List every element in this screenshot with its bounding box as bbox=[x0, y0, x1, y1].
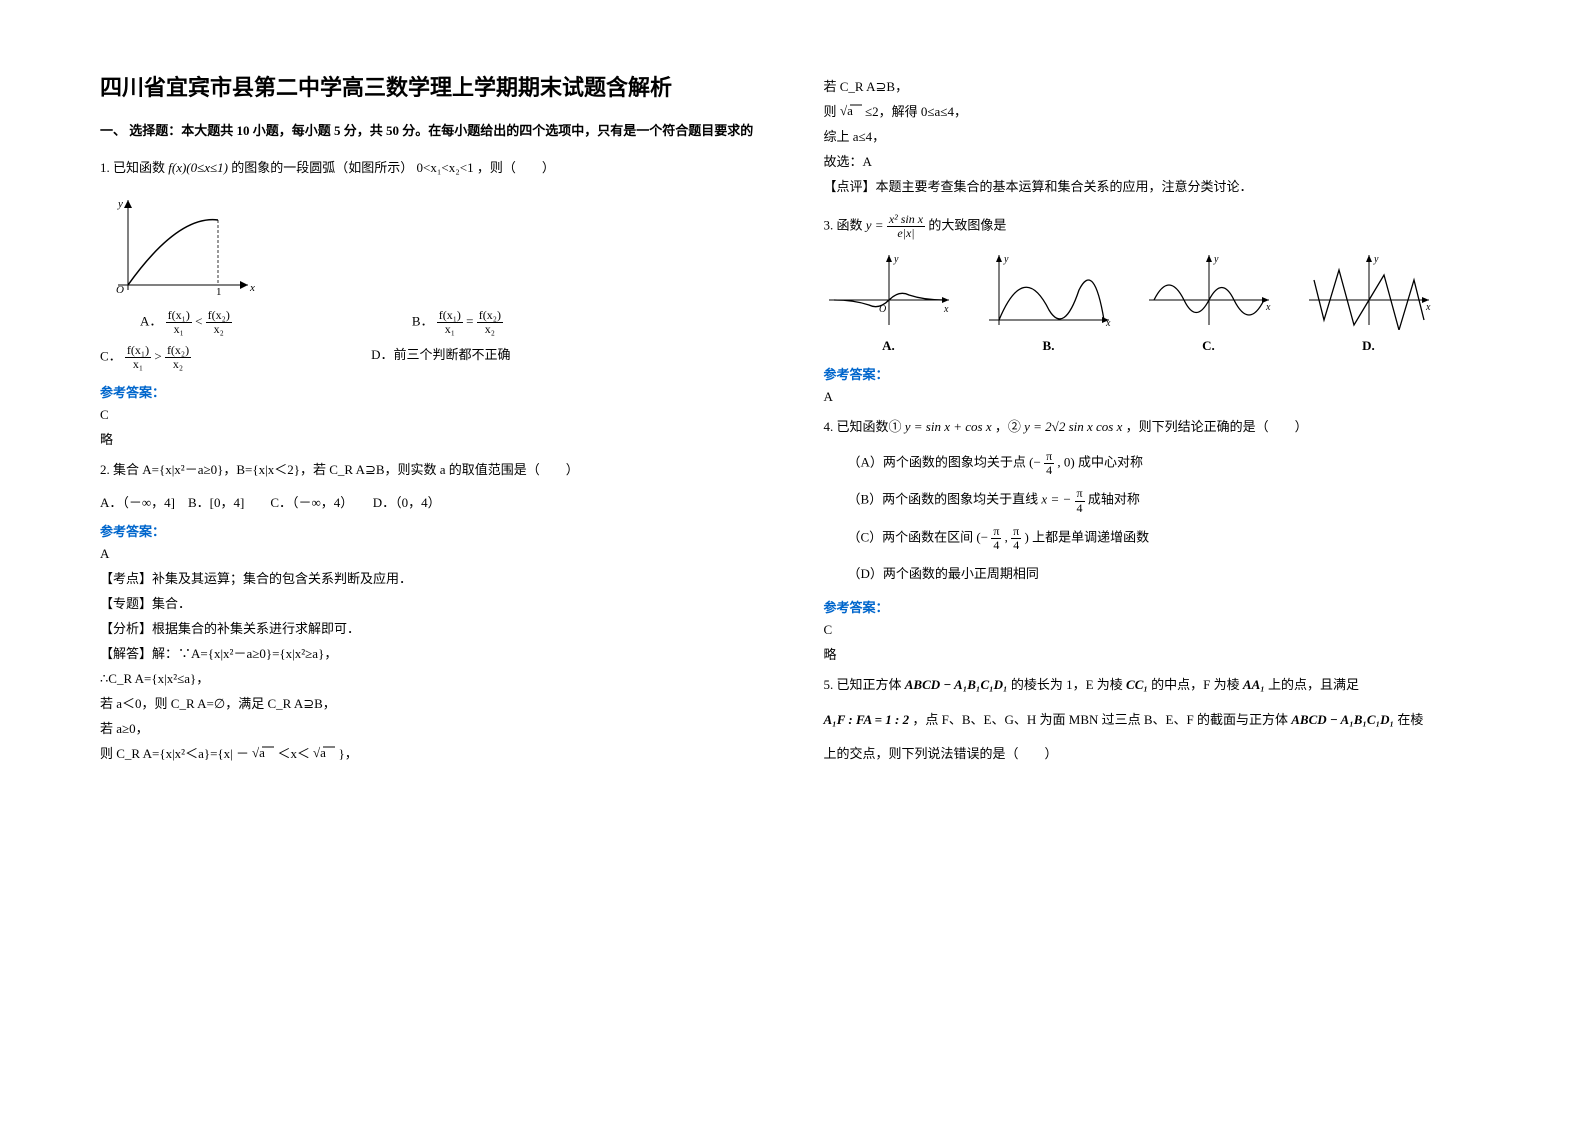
q1-graph: O 1 x y bbox=[108, 195, 764, 295]
q1-optC-label: C． bbox=[100, 349, 122, 364]
q2-l7: 若 a≥0， bbox=[100, 718, 764, 737]
q2-answer: A bbox=[100, 546, 764, 562]
q4-note: 略 bbox=[824, 644, 1488, 663]
svg-text:x: x bbox=[1425, 302, 1431, 313]
q1-optB-label: B． bbox=[412, 313, 434, 328]
svg-text:x: x bbox=[943, 304, 949, 315]
q3-label-d: D. bbox=[1304, 338, 1434, 354]
q1-relB: = bbox=[466, 313, 477, 328]
q1-fracC2: f(x₂) x₂ bbox=[165, 344, 191, 371]
q2-options: A．（－∞，4] B．[0，4] C．（－∞，4） D．（0，4） bbox=[100, 492, 764, 511]
q3-label-a: A. bbox=[824, 338, 954, 354]
q3-frac: x² sin x e|x| bbox=[887, 213, 925, 240]
q1-note: 略 bbox=[100, 429, 764, 448]
svg-text:√a: √a bbox=[313, 746, 326, 760]
q1-stem-prefix: 1. 已知函数 bbox=[100, 160, 165, 175]
answer-label: 参考答案： bbox=[824, 364, 1488, 383]
q1-fracA1: f(x₁) x₁ bbox=[166, 309, 192, 336]
q2-l6: 若 a＜0，则 C_R A=∅，满足 C_R A⊇B， bbox=[100, 693, 764, 712]
q3-prefix: 3. 函数 bbox=[824, 218, 863, 233]
svg-text:x: x bbox=[249, 282, 255, 294]
svg-text:y: y bbox=[1003, 254, 1009, 265]
q2-r5: 【点评】本题主要考查集合的基本运算和集合关系的应用，注意分类讨论． bbox=[824, 176, 1488, 195]
svg-text:O: O bbox=[116, 284, 124, 295]
q1-relC: > bbox=[154, 349, 165, 364]
question-5c: 上的交点，则下列说法错误的是（ ） bbox=[824, 742, 1488, 767]
answer-label: 参考答案： bbox=[100, 521, 764, 540]
q1-relA: < bbox=[195, 313, 206, 328]
q1-fracB2: f(x₂) x₂ bbox=[477, 309, 503, 336]
q3-label-c: C. bbox=[1144, 338, 1274, 354]
q1-fracC1: f(x₁) x₁ bbox=[125, 344, 151, 371]
q4-optB: （B）两个函数的图象均关于直线 x = − π4 成轴对称 bbox=[848, 487, 1488, 514]
q1-stem-mid: 的图象的一段圆弧（如图所示） bbox=[231, 160, 413, 175]
page-title: 四川省宜宾市县第二中学高三数学理上学期期末试题含解析 bbox=[100, 70, 764, 102]
q3-chart-d: x y D. bbox=[1304, 250, 1434, 354]
q2-l4: 【解答】解：∵A={x|x²－a≥0}={x|x²≥a}， bbox=[100, 643, 764, 662]
q2-l8: 则 C_R A={x|x²＜a}={x| － √a ＜x＜ √a }， bbox=[100, 743, 764, 762]
q3-chart-b: x y B. bbox=[984, 250, 1114, 354]
q3-answer: A bbox=[824, 389, 1488, 405]
q2-r1: 若 C_R A⊇B， bbox=[824, 76, 1488, 95]
q3-label-b: B. bbox=[984, 338, 1114, 354]
q1-func: f(x)(0≤x≤1) bbox=[168, 160, 228, 175]
svg-text:y: y bbox=[117, 198, 123, 210]
answer-label: 参考答案： bbox=[824, 597, 1488, 616]
q2-r4: 故选：A bbox=[824, 151, 1488, 170]
q2-r2: 则 √a ≤2，解得 0≤a≤4， bbox=[824, 101, 1488, 120]
svg-text:y: y bbox=[1373, 254, 1379, 265]
q1-answer: C bbox=[100, 407, 764, 423]
q3-chart-c: x y C. bbox=[1144, 250, 1274, 354]
q1-optA-label: A． bbox=[140, 313, 162, 328]
svg-text:√a: √a bbox=[840, 104, 853, 118]
q3-charts: O x y A. x y B. bbox=[824, 250, 1488, 354]
answer-label: 参考答案： bbox=[100, 382, 764, 401]
q1-optD: D．前三个判断都不正确 bbox=[371, 344, 510, 371]
q3-y-eq: y = bbox=[866, 218, 884, 233]
svg-text:x: x bbox=[1265, 302, 1271, 313]
svg-text:x: x bbox=[1105, 318, 1111, 329]
section-heading: 一、 选择题：本大题共 10 小题，每小题 5 分，共 50 分。在每小题给出的… bbox=[100, 120, 764, 142]
q1-cond: 0<x₁<x₂<1 bbox=[417, 160, 474, 175]
q1-options-row2: C． f(x₁) x₁ > f(x₂) x₂ D．前三个判断都不正确 bbox=[100, 344, 764, 371]
svg-text:y: y bbox=[893, 254, 899, 265]
q2-l1: 【考点】补集及其运算；集合的包含关系判断及应用． bbox=[100, 568, 764, 587]
q1-fracB1: f(x₁) x₁ bbox=[437, 309, 463, 336]
q1-stem-suffix: ，则（ ） bbox=[477, 160, 555, 175]
svg-text:y: y bbox=[1213, 254, 1219, 265]
q4-optA: （A）两个函数的图象均关于点 (− π4 , 0) 成中心对称 bbox=[848, 450, 1488, 477]
q4-optC: （C）两个函数在区间 (− π4 , π4 ) 上都是单调递增函数 bbox=[848, 525, 1488, 552]
question-3: 3. 函数 y = x² sin x e|x| 的大致图像是 bbox=[824, 213, 1488, 240]
q3-chart-a: O x y A. bbox=[824, 250, 954, 354]
q4-optD: （D）两个函数的最小正周期相同 bbox=[848, 562, 1488, 587]
q2-l5: ∴C_R A={x|x²≤a}， bbox=[100, 668, 764, 687]
q2-r3: 综上 a≤4， bbox=[824, 126, 1488, 145]
q1-options-row1: A． f(x₁) x₁ < f(x₂) x₂ B． f(x₁) x₁ = bbox=[140, 309, 764, 336]
question-5b: A₁F : FA = 1 : 2 ，点 F、B、E、G、H 为面 MBN 过三点… bbox=[824, 708, 1488, 733]
q4-answer: C bbox=[824, 622, 1488, 638]
question-4: 4. 已知函数① y = sin x + cos x ，② y = 2√2 si… bbox=[824, 415, 1488, 440]
q1-fracA2: f(x₂) x₂ bbox=[206, 309, 232, 336]
question-5: 5. 已知正方体 ABCD − A₁B₁C₁D₁ 的棱长为 1，E 为棱 CC₁… bbox=[824, 673, 1488, 698]
question-1: 1. 已知函数 f(x)(0≤x≤1) 的图象的一段圆弧（如图所示） 0<x₁<… bbox=[100, 156, 764, 181]
question-2: 2. 集合 A={x|x²－a≥0}，B={x|x＜2}，若 C_R A⊇B，则… bbox=[100, 458, 764, 483]
q2-l2: 【专题】集合． bbox=[100, 593, 764, 612]
svg-text:1: 1 bbox=[216, 286, 222, 295]
svg-text:O: O bbox=[879, 304, 886, 315]
svg-text:√a: √a bbox=[252, 746, 265, 760]
q3-suffix: 的大致图像是 bbox=[928, 218, 1006, 233]
q2-l3: 【分析】根据集合的补集关系进行求解即可． bbox=[100, 618, 764, 637]
